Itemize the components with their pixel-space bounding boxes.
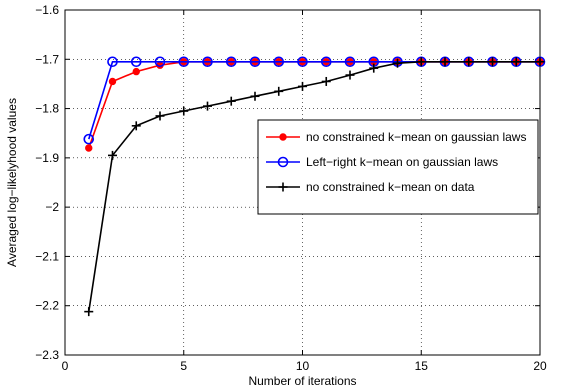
legend-item-2: Left−right k−mean on gaussian laws — [266, 155, 498, 169]
data-point — [464, 57, 474, 67]
data-point — [225, 56, 237, 68]
data-point — [179, 106, 189, 116]
x-tick-label: 0 — [62, 359, 69, 373]
data-point — [344, 56, 356, 68]
data-point — [226, 96, 236, 106]
data-point — [274, 86, 284, 96]
legend-item-3: no constrained k−mean on data — [266, 180, 475, 194]
data-point — [511, 57, 521, 67]
y-tick-label: −1.8 — [35, 102, 59, 116]
data-point — [393, 58, 402, 68]
y-tick-label: −1.6 — [35, 3, 59, 17]
data-point — [297, 56, 308, 68]
data-point — [132, 67, 140, 76]
data-point — [108, 150, 117, 160]
data-point — [155, 111, 165, 121]
data-point — [298, 81, 307, 91]
data-point — [321, 76, 331, 86]
data-point — [345, 70, 355, 80]
data-point — [203, 101, 212, 111]
y-tick-label: −2.3 — [35, 348, 59, 362]
y-tick-label: −2.2 — [35, 299, 59, 313]
legend: no constrained k−mean on gaussian laws Le… — [257, 119, 539, 215]
data-point — [108, 77, 117, 86]
legend-marker — [279, 133, 287, 141]
data-point — [250, 91, 260, 101]
data-point — [84, 307, 94, 317]
legend-label: no constrained k−mean on gaussian laws — [306, 130, 526, 144]
legend-marker — [277, 156, 289, 168]
series-3 — [84, 57, 545, 317]
data-point — [154, 56, 166, 68]
data-point — [83, 133, 95, 145]
data-point — [535, 57, 545, 67]
legend-box — [257, 119, 539, 215]
data-point — [249, 56, 261, 68]
legend-label: no constrained k−mean on data — [306, 180, 475, 194]
data-point — [178, 56, 190, 68]
data-point — [416, 57, 426, 67]
legend-item-1: no constrained k−mean on gaussian laws — [266, 130, 526, 144]
legend-marker — [278, 182, 288, 192]
data-point — [85, 144, 93, 152]
series-lines — [83, 56, 546, 317]
data-point — [202, 56, 213, 68]
x-tick-label: 5 — [180, 359, 187, 373]
data-point — [488, 57, 497, 67]
data-point — [107, 56, 118, 68]
y-tick-label: −2.1 — [35, 249, 59, 263]
y-tick-label: −1.7 — [35, 52, 59, 66]
y-tick-label: −1.9 — [35, 151, 59, 165]
data-point — [369, 63, 379, 73]
y-tick-label: −2 — [45, 200, 59, 214]
x-axis-label: Number of iterations — [248, 374, 356, 388]
data-point — [320, 56, 332, 68]
legend-label: Left−right k−mean on gaussian laws — [306, 155, 498, 169]
data-point — [131, 121, 141, 131]
data-point — [130, 56, 142, 68]
data-point — [440, 57, 450, 67]
x-tick-label: 15 — [415, 359, 429, 373]
x-tick-label: 20 — [533, 359, 547, 373]
data-point — [273, 56, 285, 68]
x-tick-label: 10 — [296, 359, 310, 373]
y-axis-label: Averaged log−likelyhood values — [5, 98, 19, 267]
